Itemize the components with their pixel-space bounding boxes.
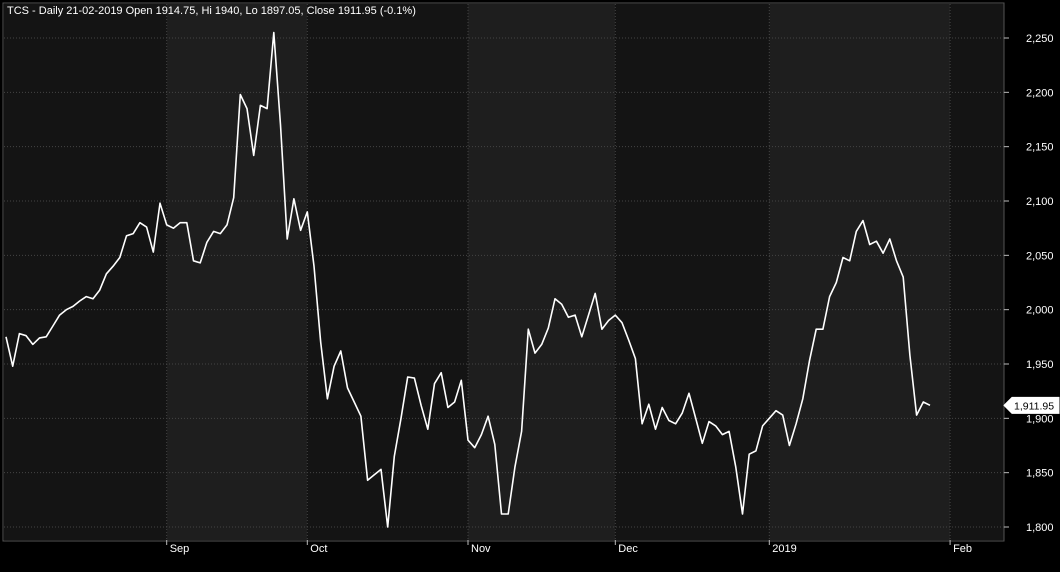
grid-lines (4, 4, 1004, 540)
y-tick-label: 1,800 (1026, 522, 1054, 534)
x-tick-label: Nov (471, 543, 491, 555)
y-tick-label: 2,050 (1026, 250, 1054, 262)
x-axis-ticks: Sep Oct Nov Dec 2019 Feb (166, 540, 972, 555)
month-band (4, 4, 167, 540)
y-tick-label: 1,900 (1026, 413, 1054, 425)
y-axis-ticks: 1,800 1,850 1,900 1,950 2,000 2,050 2,100 2,150… (1004, 33, 1054, 534)
month-band (950, 4, 1004, 540)
x-tick-label: Oct (310, 543, 327, 555)
chart-header: TCS - Daily 21-02-2019 Open 1914.75, Hi … (7, 5, 416, 17)
month-band (468, 4, 616, 540)
x-tick-label: Dec (618, 543, 638, 555)
price-series (5, 31, 931, 528)
x-tick-label: Feb (953, 543, 972, 555)
last-value-marker: 1,911.95 (1003, 396, 1060, 414)
x-tick-label: 2019 (772, 543, 796, 555)
month-band (166, 4, 308, 540)
y-tick-label: 2,100 (1026, 196, 1054, 208)
month-band (769, 4, 951, 540)
month-band (307, 4, 468, 540)
x-tick-label: Sep (170, 543, 190, 555)
plot-frame (2, 2, 1005, 542)
y-tick-label: 2,000 (1026, 305, 1054, 317)
y-tick-label: 1,950 (1026, 359, 1054, 371)
price-line (5, 31, 931, 528)
last-value-label: 1,911.95 (1014, 400, 1054, 412)
last-value-tag (1003, 396, 1060, 414)
y-tick-label: 2,250 (1026, 33, 1054, 45)
y-tick-label: 2,150 (1026, 142, 1054, 154)
y-tick-label: 1,850 (1026, 468, 1054, 480)
month-bands (4, 4, 1004, 540)
month-band (615, 4, 770, 540)
y-tick-label: 2,200 (1026, 87, 1054, 99)
